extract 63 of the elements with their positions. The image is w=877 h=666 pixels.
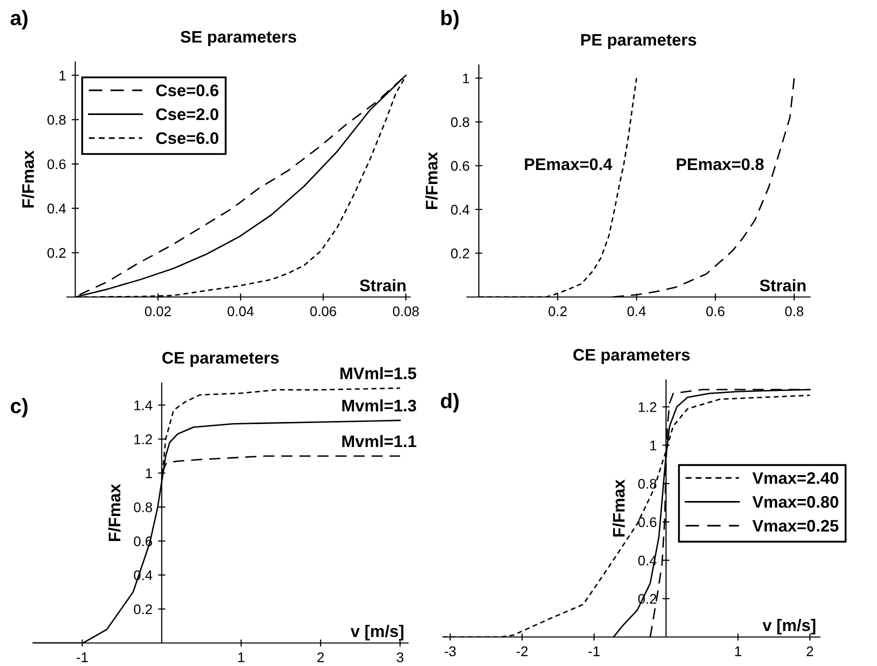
y-tick-label: 0.8	[134, 502, 152, 512]
x-axis-title: Strain	[360, 279, 406, 292]
chart-title: SE parameters	[180, 30, 296, 46]
chart-title: CE parameters	[573, 348, 690, 364]
x-tick-label: -1	[76, 652, 88, 662]
x-tick-label: 0.4	[627, 306, 646, 316]
y-tick-label: 1	[650, 440, 656, 450]
x-tick-label: 0.02	[144, 306, 171, 316]
x-tick-label: 0.04	[228, 306, 254, 316]
x-tick-label: -3	[444, 646, 456, 656]
chart-title: PE parameters	[581, 34, 696, 50]
series-label: PEmax=0.4	[524, 158, 612, 170]
x-axis-title: v [m/s]	[350, 624, 404, 640]
y-tick-label: 1	[146, 468, 152, 478]
y-tick-label: 0.2	[451, 248, 470, 258]
x-axis-title: v [m/s]	[762, 618, 816, 634]
y-tick-label: 0.8	[451, 117, 470, 128]
y-axis-title: F/Fmax	[108, 484, 121, 542]
x-tick-label: 0.6	[706, 306, 724, 316]
x-tick-label: 3	[396, 652, 404, 662]
y-tick-label: 1.2	[134, 434, 152, 444]
x-tick-label: 0.2	[548, 306, 567, 316]
series-label: Mvml=1.1	[342, 434, 416, 448]
x-tick-label: -2	[516, 646, 528, 656]
x-tick-label: -1	[588, 646, 600, 656]
legend-label: Vmax=0.80	[752, 496, 838, 508]
legend-label: Vmax=0.25	[752, 520, 838, 532]
y-tick-label: 0.6	[451, 161, 470, 171]
text: c)	[10, 398, 28, 418]
y-tick-label: 0.4	[47, 204, 66, 214]
text: b)	[441, 10, 459, 30]
series-label: MVml=1.5	[340, 367, 416, 380]
y-axis-title: F/Fmax	[22, 150, 34, 208]
x-tick-label: 1	[735, 646, 742, 656]
x-tick-label: 0.8	[785, 306, 804, 316]
legend-label: Vmax=2.40	[752, 472, 838, 484]
y-tick-label: 0.4	[451, 204, 470, 215]
x-tick-label: 0.06	[310, 306, 336, 316]
y-tick-label: 0.6	[638, 517, 656, 528]
series-label: Mvml=1.3	[342, 399, 416, 412]
x-tick-label: 2	[317, 652, 324, 662]
y-tick-label: 1	[60, 70, 66, 80]
y-tick-label: 0.6	[47, 159, 66, 170]
x-tick-label: 0.08	[392, 306, 419, 316]
y-tick-label: 1.4	[134, 400, 152, 410]
legend-label: Cse=2.0	[156, 108, 218, 120]
y-axis-title: F/Fmax	[425, 152, 438, 210]
y-tick-label: 0.2	[134, 604, 152, 614]
y-axis-title: F/Fmax	[612, 479, 625, 537]
legend-label: Cse=0.6	[156, 84, 218, 96]
y-tick-label: 1.2	[638, 402, 656, 412]
x-tick-label: 2	[806, 646, 814, 656]
y-tick-label: 0.8	[47, 114, 66, 125]
x-axis-title: Strain	[760, 279, 806, 292]
y-tick-label: 0.2	[47, 248, 66, 258]
annotation: d)	[440, 393, 459, 412]
y-tick-label: 0.8	[638, 478, 656, 489]
text: a)	[10, 10, 28, 30]
x-tick-label: 1	[238, 652, 244, 662]
y-tick-label: 1	[463, 74, 470, 84]
chart-title: CE parameters	[162, 352, 279, 368]
series-label: PEmax=0.8	[676, 158, 764, 170]
legend-label: Cse=6.0	[156, 132, 218, 144]
